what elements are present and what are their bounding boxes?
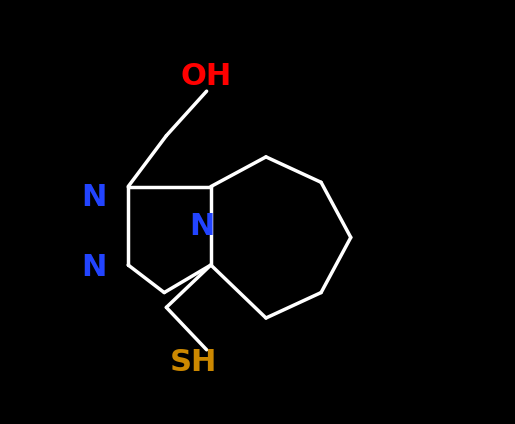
Text: N: N: [81, 183, 107, 212]
Text: OH: OH: [181, 62, 232, 91]
Text: N: N: [81, 253, 107, 282]
Text: N: N: [190, 212, 215, 241]
Text: SH: SH: [170, 348, 217, 377]
